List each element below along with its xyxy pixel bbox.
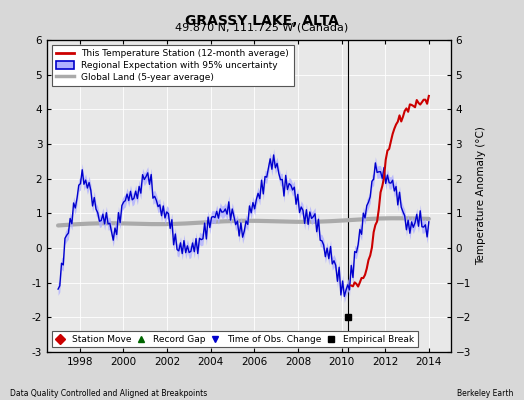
Text: Berkeley Earth: Berkeley Earth (457, 389, 514, 398)
Text: GRASSY LAKE, ALTA: GRASSY LAKE, ALTA (185, 14, 339, 28)
Text: 49.870 N, 111.725 W (Canada): 49.870 N, 111.725 W (Canada) (176, 22, 348, 32)
Legend: Station Move, Record Gap, Time of Obs. Change, Empirical Break: Station Move, Record Gap, Time of Obs. C… (52, 331, 418, 348)
Y-axis label: Temperature Anomaly (°C): Temperature Anomaly (°C) (476, 126, 486, 266)
Text: Data Quality Controlled and Aligned at Breakpoints: Data Quality Controlled and Aligned at B… (10, 389, 208, 398)
